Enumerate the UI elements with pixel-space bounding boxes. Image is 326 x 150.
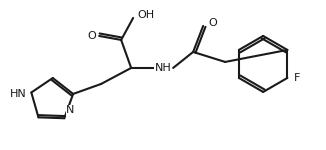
- Text: HN: HN: [9, 90, 26, 99]
- Text: F: F: [293, 73, 300, 83]
- Text: N: N: [66, 105, 75, 115]
- Text: O: O: [88, 31, 96, 41]
- Text: OH: OH: [137, 10, 154, 20]
- Text: O: O: [208, 18, 217, 28]
- Text: NH: NH: [155, 63, 171, 73]
